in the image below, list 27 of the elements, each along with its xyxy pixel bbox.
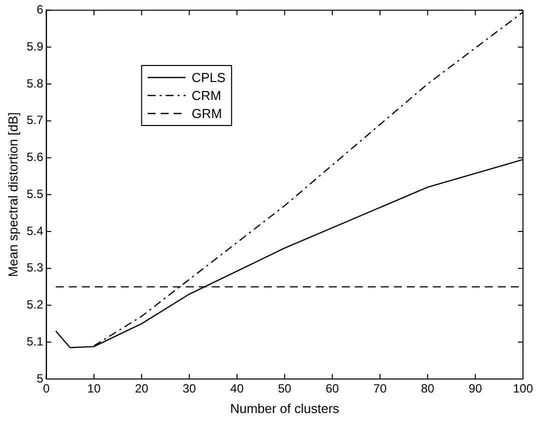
x-tick-label: 50: [278, 382, 292, 396]
x-tick-label: 20: [134, 382, 149, 396]
x-tick-label: 10: [87, 382, 101, 396]
y-tick-label: 6: [36, 2, 44, 17]
y-tick-label: 5.7: [26, 113, 44, 128]
x-tick-label: 80: [420, 382, 435, 396]
y-axis-title: Mean spectral distortion [dB]: [5, 112, 20, 277]
y-tick-label: 5.3: [26, 260, 44, 275]
y-tick-label: 5.4: [26, 224, 44, 238]
y-tick-label: 5.8: [26, 76, 44, 90]
x-tick-label: 40: [230, 382, 244, 396]
y-tick-label: 5.1: [26, 334, 44, 348]
legend-label: CPLS: [192, 70, 226, 86]
x-tick-label: 100: [512, 382, 534, 396]
y-tick-label: 5.5: [26, 186, 44, 201]
y-tick-label: 5.2: [26, 298, 44, 312]
y-tick-label: 5: [36, 371, 44, 386]
y-tick-label: 5.6: [26, 150, 44, 164]
legend-label: GRM: [192, 106, 222, 122]
y-tick-label: 5.9: [26, 39, 44, 54]
x-tick-label: 60: [326, 382, 340, 396]
x-tick-label: 30: [182, 382, 196, 396]
x-tick-label: 70: [373, 382, 387, 396]
legend-label: CRM: [192, 88, 222, 104]
x-tick-label: 0: [42, 382, 50, 396]
x-tick-label: 90: [468, 382, 482, 396]
x-axis-title: Number of clusters: [230, 400, 340, 416]
